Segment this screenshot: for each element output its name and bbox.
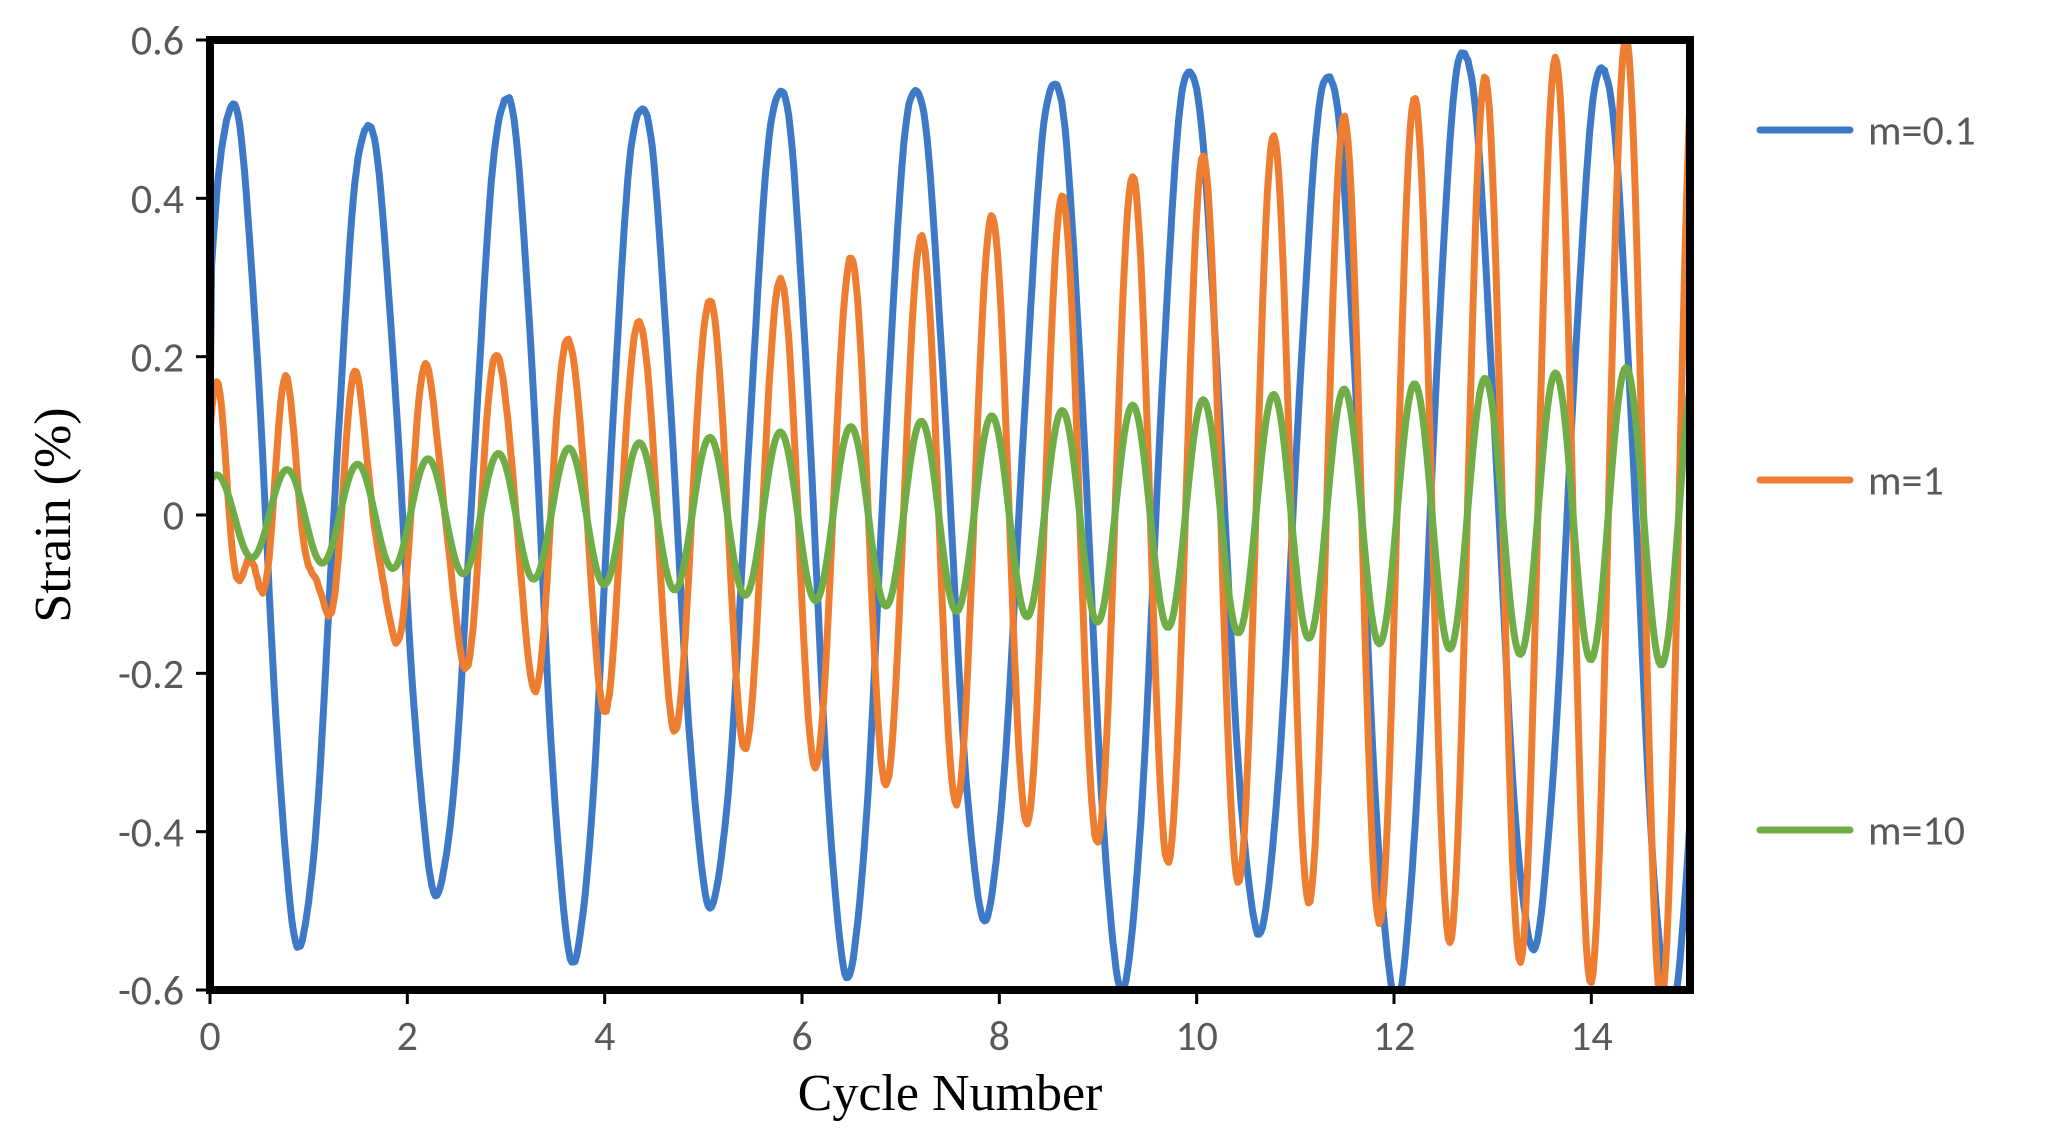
svg-text:-0.2: -0.2 — [118, 649, 184, 700]
legend-label-m1: m=1 — [1868, 456, 1944, 507]
svg-text:-0.6: -0.6 — [118, 966, 184, 1017]
legend-label-m10: m=10 — [1868, 806, 1965, 857]
svg-text:0.2: 0.2 — [131, 332, 184, 383]
svg-text:14: 14 — [1570, 1011, 1613, 1062]
svg-text:4: 4 — [594, 1011, 615, 1062]
svg-text:-0.4: -0.4 — [118, 807, 184, 858]
svg-text:8: 8 — [989, 1011, 1010, 1062]
y-axis-label: Strain (%) — [25, 407, 82, 622]
svg-text:0.4: 0.4 — [131, 174, 184, 225]
svg-text:6: 6 — [791, 1011, 812, 1062]
svg-text:0.6: 0.6 — [131, 16, 184, 67]
x-axis-label: Cycle Number — [798, 1065, 1103, 1122]
svg-text:10: 10 — [1175, 1011, 1218, 1062]
chart-svg: 0 2 4 6 8 10 12 14 -0.6 -0.4 -0.2 0 0.2 0.4 0.6 Cycle N… — [0, 0, 2048, 1135]
svg-text:0: 0 — [199, 1011, 220, 1062]
svg-text:0: 0 — [163, 491, 184, 542]
legend-label-m01: m=0.1 — [1868, 106, 1976, 157]
svg-text:12: 12 — [1373, 1011, 1416, 1062]
svg-text:2: 2 — [397, 1011, 418, 1062]
strain-chart: 0 2 4 6 8 10 12 14 -0.6 -0.4 -0.2 0 0.2 0.4 0.6 Cycle N… — [0, 0, 2048, 1135]
